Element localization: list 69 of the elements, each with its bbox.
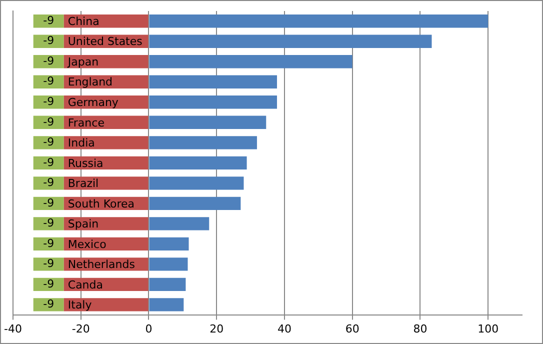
bar bbox=[149, 217, 210, 230]
y-tick-label: Netherlands bbox=[68, 258, 136, 272]
bar bbox=[149, 116, 266, 129]
bar bbox=[33, 176, 64, 190]
data-label: -9 bbox=[43, 298, 54, 311]
bar bbox=[149, 278, 186, 292]
data-label: -9 bbox=[43, 236, 54, 250]
bar bbox=[149, 196, 241, 210]
x-tick-label: 100 bbox=[478, 322, 499, 336]
bar bbox=[33, 278, 64, 292]
y-tick-label: China bbox=[68, 14, 100, 28]
bar bbox=[33, 258, 64, 271]
x-tick-label: 20 bbox=[210, 322, 224, 336]
bar bbox=[33, 34, 64, 48]
y-tick-label: South Korea bbox=[68, 197, 135, 210]
y-tick-label: Germany bbox=[68, 96, 119, 109]
data-label: -9 bbox=[43, 136, 54, 149]
bar bbox=[33, 217, 64, 230]
y-tick-label: Japan bbox=[66, 55, 99, 68]
data-label: -9 bbox=[43, 156, 54, 169]
x-tick-label: 40 bbox=[277, 322, 292, 336]
data-label: -9 bbox=[43, 196, 54, 210]
bar bbox=[149, 176, 244, 190]
bar bbox=[149, 34, 432, 48]
bar bbox=[149, 237, 189, 250]
bar bbox=[33, 156, 64, 170]
bar bbox=[149, 75, 277, 88]
bar bbox=[33, 237, 64, 250]
data-label: -9 bbox=[43, 176, 54, 190]
data-label: -9 bbox=[43, 34, 54, 48]
data-label: -9 bbox=[43, 257, 54, 270]
bar bbox=[149, 258, 188, 271]
y-tick-label: Russia bbox=[68, 156, 104, 170]
y-tick-label: Brazil bbox=[68, 177, 99, 190]
bar bbox=[149, 298, 184, 312]
bar bbox=[64, 298, 148, 312]
y-tick-label: Spain bbox=[68, 218, 99, 231]
bar bbox=[33, 75, 64, 88]
bar bbox=[149, 96, 277, 109]
bar bbox=[33, 55, 64, 68]
x-tick-label: 0 bbox=[145, 322, 152, 336]
y-tick-label: Mexico bbox=[68, 238, 107, 251]
data-label: -9 bbox=[43, 216, 54, 230]
bar bbox=[33, 196, 64, 210]
x-tick-label: -20 bbox=[72, 322, 90, 336]
y-tick-label: United States bbox=[68, 35, 143, 48]
data-label: -9 bbox=[43, 14, 54, 27]
bar bbox=[33, 298, 64, 312]
data-label: -9 bbox=[43, 54, 54, 68]
bar bbox=[149, 55, 352, 68]
data-label: -9 bbox=[43, 95, 54, 108]
bar bbox=[33, 14, 64, 28]
y-tick-label: Canda bbox=[68, 278, 104, 292]
bar bbox=[33, 116, 64, 129]
data-label: -9 bbox=[43, 277, 54, 290]
y-tick-label: India bbox=[68, 136, 95, 150]
bar bbox=[33, 96, 64, 109]
data-label: -9 bbox=[43, 74, 54, 88]
x-tick-label: 60 bbox=[345, 322, 360, 336]
bar bbox=[149, 136, 257, 150]
y-tick-label: France bbox=[68, 116, 105, 130]
bar bbox=[33, 136, 64, 150]
y-tick-label: England bbox=[68, 76, 113, 89]
y-tick-label: Italy bbox=[68, 298, 92, 312]
bar bbox=[149, 14, 488, 28]
data-label: -9 bbox=[43, 115, 54, 128]
x-tick-label: 80 bbox=[413, 322, 428, 336]
bar bbox=[149, 156, 247, 170]
x-tick-label: -40 bbox=[4, 322, 22, 336]
